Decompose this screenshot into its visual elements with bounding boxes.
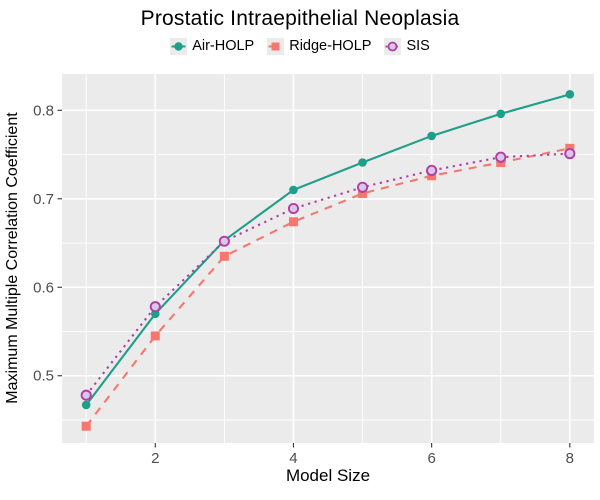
x-tick-label: 8 bbox=[566, 450, 574, 467]
data-point bbox=[565, 90, 575, 99]
data-point bbox=[287, 202, 300, 215]
x-tick-label: 6 bbox=[427, 450, 435, 467]
plot-panel-background bbox=[62, 74, 594, 443]
data-point bbox=[219, 251, 229, 261]
x-axis-label: Model Size bbox=[286, 466, 370, 485]
y-tick-label: 0.6 bbox=[33, 279, 54, 296]
data-point bbox=[356, 181, 369, 193]
data-point bbox=[358, 188, 368, 198]
plot-area: 2 4 6 8 0.5 0.6 0.7 0.8 Model Size Maximum Mult… bbox=[4, 74, 594, 485]
data-point bbox=[289, 185, 298, 195]
data-point bbox=[427, 131, 436, 141]
legend-label-air-holp: Air-HOLP bbox=[192, 38, 255, 54]
data-point bbox=[150, 331, 160, 341]
air-holp-key-icon bbox=[170, 37, 188, 55]
data-point bbox=[426, 164, 438, 177]
legend: Air-HOLP Ridge-HOLP SIS bbox=[0, 34, 600, 58]
legend-item-sis: SIS bbox=[384, 37, 430, 55]
y-tick-label: 0.8 bbox=[33, 102, 54, 119]
legend-label-sis: SIS bbox=[406, 38, 430, 54]
data-point bbox=[496, 109, 506, 119]
y-tick-label: 0.7 bbox=[33, 191, 54, 208]
data-point bbox=[495, 151, 507, 163]
y-axis-label: Maximum Multiple Correlation Coefficient bbox=[4, 112, 21, 404]
data-point bbox=[149, 301, 161, 313]
series-line-sis bbox=[85, 152, 570, 396]
legend-label-ridge-holp: Ridge-HOLP bbox=[289, 38, 372, 54]
legend-item-air-holp: Air-HOLP bbox=[170, 37, 255, 55]
chart-title: Prostatic Intraepithelial Neoplasia bbox=[140, 7, 460, 30]
ridge-holp-key-icon bbox=[267, 37, 285, 55]
x-tick-label: 2 bbox=[151, 450, 159, 467]
data-point bbox=[218, 235, 230, 247]
data-point bbox=[288, 217, 298, 227]
y-tick-label: 0.5 bbox=[33, 368, 54, 385]
data-point bbox=[80, 389, 92, 401]
data-point bbox=[358, 158, 367, 167]
x-tick-label: 4 bbox=[289, 450, 297, 467]
series-line-ridge-holp bbox=[85, 147, 571, 427]
legend-item-ridge-holp: Ridge-HOLP bbox=[267, 37, 372, 55]
data-point bbox=[81, 400, 91, 410]
series-line-air-holp bbox=[85, 93, 571, 406]
sis-key-icon bbox=[384, 37, 402, 55]
data-point bbox=[81, 421, 91, 431]
data-point bbox=[564, 148, 576, 160]
chart-figure: Prostatic Intraepithelial Neoplasia Air-… bbox=[0, 7, 600, 500]
